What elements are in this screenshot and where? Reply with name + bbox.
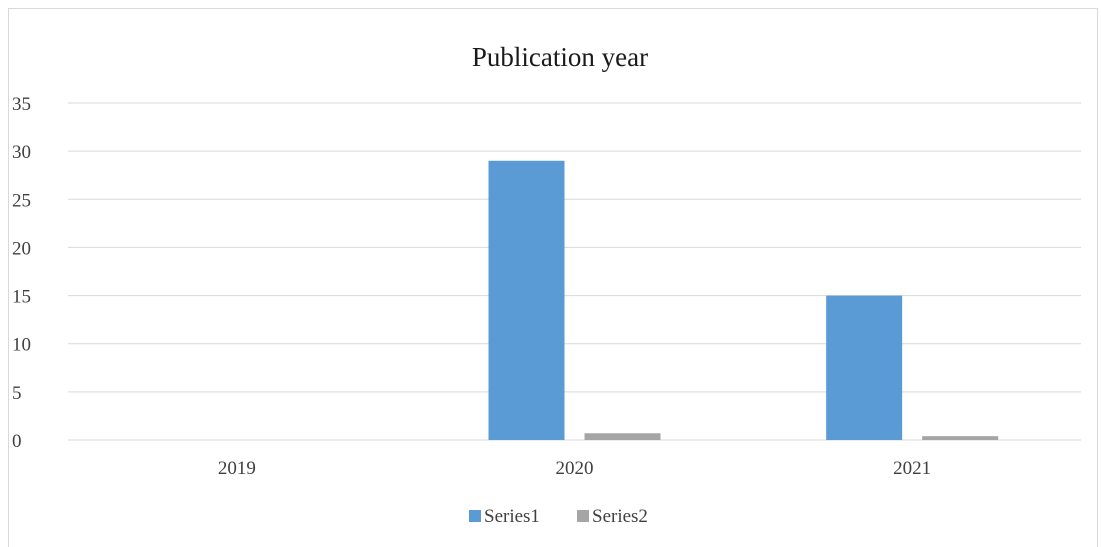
legend-label-series2: Series2 xyxy=(592,506,648,527)
y-tick-label: 30 xyxy=(12,142,31,163)
x-tick-label: 2021 xyxy=(893,458,931,479)
y-tick-label: 10 xyxy=(12,335,31,356)
x-tick-label: 2020 xyxy=(556,458,594,479)
bar-series1-2020 xyxy=(488,160,565,440)
y-tick-label: 15 xyxy=(12,287,31,308)
x-axis-ticks: 2019 2020 2021 xyxy=(218,458,931,479)
y-tick-label: 0 xyxy=(12,431,22,452)
bar-series1-2021 xyxy=(826,295,903,440)
legend-swatch-series2 xyxy=(577,510,589,522)
legend-swatch-series1 xyxy=(469,510,481,522)
y-tick-label: 35 xyxy=(12,94,31,115)
y-tick-label: 5 xyxy=(12,383,22,404)
x-tick-label: 2019 xyxy=(218,458,256,479)
legend-label-series1: Series1 xyxy=(484,506,540,527)
bars xyxy=(488,160,999,440)
gridlines xyxy=(68,102,1081,441)
y-tick-label: 25 xyxy=(12,190,31,211)
bar-series2-2020 xyxy=(584,433,661,440)
chart-title: Publication year xyxy=(472,42,648,72)
y-axis-ticks: 0 5 10 15 20 25 30 35 xyxy=(12,94,31,452)
y-tick-label: 20 xyxy=(12,238,31,259)
legend: Series1 Series2 xyxy=(469,506,648,527)
bar-series2-2021 xyxy=(922,436,999,440)
